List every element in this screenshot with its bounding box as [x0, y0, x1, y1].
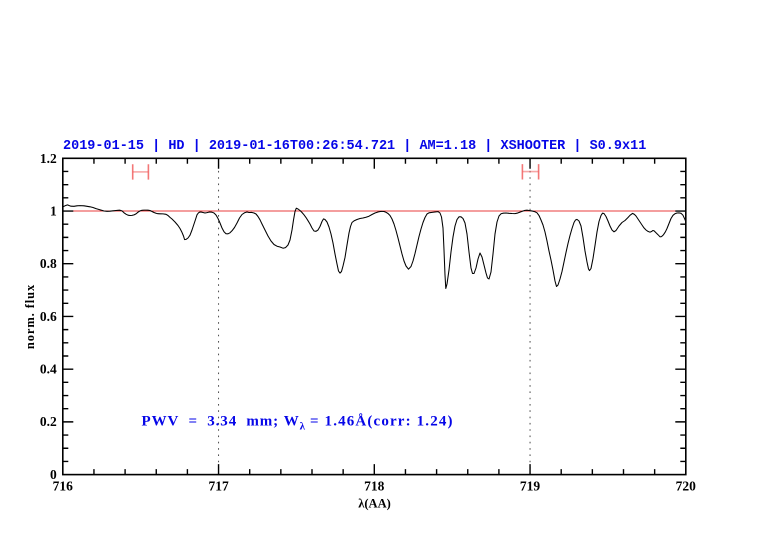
- svg-text:0.2: 0.2: [40, 414, 57, 429]
- svg-text:717: 717: [208, 479, 229, 494]
- svg-text:718: 718: [364, 479, 385, 494]
- svg-text:2019-01-15 | HD | 2019-01-16T0: 2019-01-15 | HD | 2019-01-16T00:26:54.72…: [63, 139, 646, 154]
- svg-text:1: 1: [50, 204, 57, 219]
- svg-text:norm. flux: norm. flux: [23, 284, 37, 349]
- svg-text:0.6: 0.6: [40, 309, 57, 324]
- svg-text:0: 0: [50, 467, 57, 482]
- svg-text:716: 716: [53, 479, 74, 494]
- svg-text:719: 719: [520, 479, 541, 494]
- svg-text:720: 720: [676, 479, 697, 494]
- svg-text:PWV = 3.34 mm; Wλ = 1.46Å(c: PWV = 3.34 mm; Wλ = 1.46Å(corr: 1.24): [142, 414, 454, 433]
- svg-text:0.4: 0.4: [40, 362, 57, 377]
- svg-text:1.2: 1.2: [40, 151, 57, 166]
- svg-text:λ(AA): λ(AA): [358, 496, 391, 510]
- svg-text:0.8: 0.8: [40, 256, 57, 271]
